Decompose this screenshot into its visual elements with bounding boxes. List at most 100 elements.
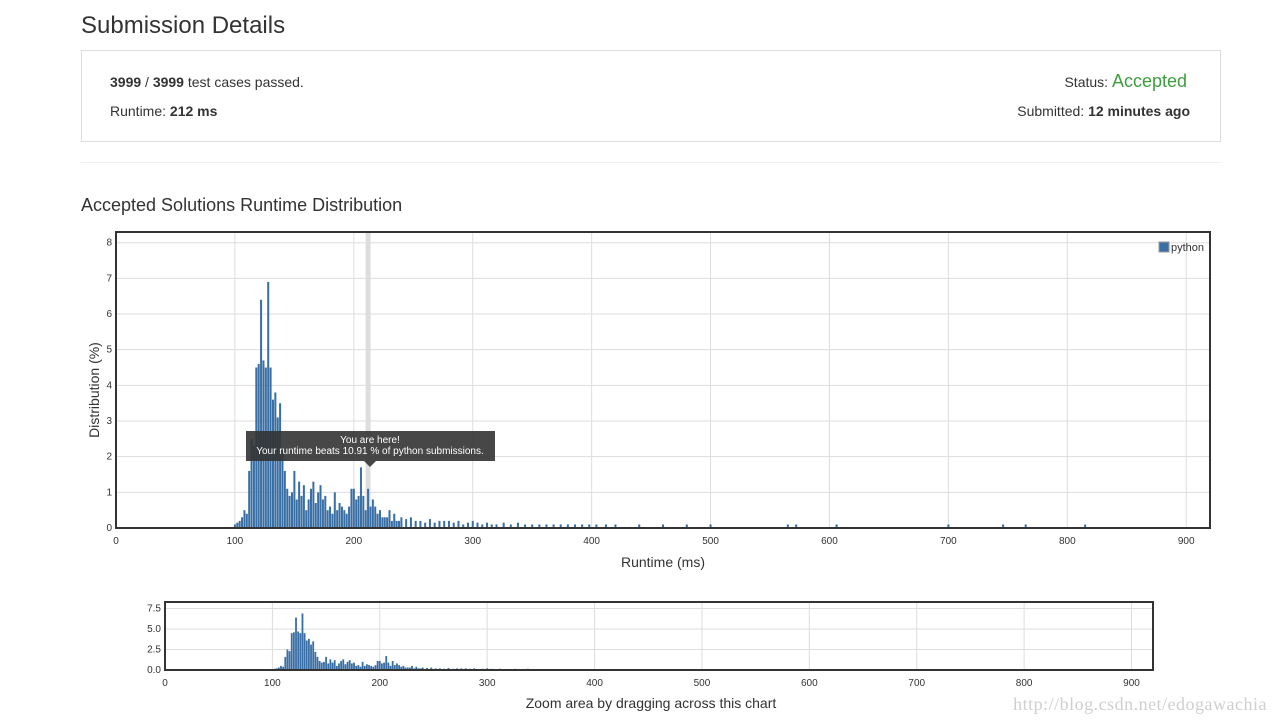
bar	[383, 517, 386, 528]
bar	[297, 631, 300, 670]
main-chart[interactable]: 0 100 200 300 400 500 600 700 800 900 0 1 2 3 4 5 6 7 8 R…	[86, 231, 1212, 570]
bar	[260, 299, 263, 528]
bar	[502, 522, 505, 528]
bar	[252, 445, 255, 528]
passed-suffix: test cases passed.	[183, 74, 304, 90]
bar	[305, 510, 308, 528]
bar	[355, 499, 358, 528]
bar	[376, 660, 379, 670]
x-tick-label: 800	[1016, 678, 1033, 689]
bar	[383, 662, 385, 670]
y-tick-label: 3	[106, 416, 112, 427]
y-tick-label: 6	[106, 309, 112, 320]
bar	[398, 520, 401, 528]
submitted-value: 12 minutes ago	[1088, 103, 1190, 119]
x-tick-label: 500	[702, 536, 719, 547]
bar	[604, 524, 607, 528]
bar	[374, 506, 377, 528]
bar	[1024, 524, 1027, 528]
bar	[284, 656, 287, 670]
bar	[310, 644, 312, 670]
zoom-chart[interactable]: 0 100 200 300 400 500 600 700 800 900 0.0 2.5 5.0 7.…	[147, 601, 1154, 711]
bar	[531, 524, 534, 528]
legend-entry-python[interactable]: python	[1171, 242, 1204, 254]
bar	[545, 524, 548, 528]
bar	[359, 467, 362, 528]
bar	[365, 664, 368, 670]
legend[interactable]: python	[1158, 241, 1204, 254]
bar	[335, 665, 338, 670]
x-tick-label: 200	[345, 536, 362, 547]
bar	[305, 640, 308, 670]
x-tick-label: 200	[371, 678, 388, 689]
tooltip-box	[246, 431, 495, 461]
x-tick-label: 300	[479, 678, 496, 689]
x-tick-label: 400	[583, 536, 600, 547]
bar	[368, 665, 370, 670]
bar	[314, 503, 317, 528]
bar	[438, 520, 441, 528]
x-tick-label: 700	[908, 678, 925, 689]
bar	[1002, 524, 1005, 528]
bar	[348, 506, 351, 528]
bar	[509, 524, 512, 528]
bar	[299, 633, 302, 670]
bar	[411, 665, 413, 670]
bar	[317, 492, 320, 528]
bar	[947, 524, 950, 528]
bar	[353, 662, 355, 670]
bar	[245, 513, 248, 528]
bar	[282, 666, 285, 670]
total-count: 3999	[152, 74, 184, 90]
main-plot-area[interactable]	[116, 232, 1210, 528]
bar	[426, 667, 428, 670]
zoom-plot-area[interactable]	[165, 602, 1153, 670]
status-accepted-link[interactable]: Accepted	[1111, 71, 1187, 91]
bar	[333, 660, 336, 670]
bar	[357, 665, 360, 670]
runtime-label: Runtime:	[110, 103, 170, 119]
bar	[614, 524, 617, 528]
bar	[300, 495, 303, 528]
tooltip-line-2: Your runtime beats 10.91 % of python sub…	[256, 446, 484, 457]
y-tick-label: 7	[106, 273, 112, 284]
bar	[795, 524, 798, 528]
bar	[342, 659, 345, 670]
bar	[286, 649, 289, 670]
bar	[414, 520, 417, 528]
section-title: Accepted Solutions Runtime Distribution	[81, 195, 403, 215]
bar	[385, 656, 388, 670]
y-tick-label: 5	[106, 345, 112, 356]
bar	[325, 656, 327, 670]
x-tick-label: 900	[1123, 678, 1140, 689]
bar	[357, 495, 360, 528]
bar	[388, 510, 391, 528]
bar	[307, 638, 310, 670]
bar	[573, 524, 577, 528]
bar	[359, 666, 362, 670]
bar	[452, 522, 455, 528]
bar	[552, 524, 555, 528]
bar	[283, 470, 286, 528]
x-tick-label: 600	[821, 536, 838, 547]
bar	[361, 661, 364, 670]
bar	[303, 633, 306, 670]
bar	[462, 524, 465, 528]
bar	[516, 522, 519, 528]
bar	[371, 499, 374, 528]
x-tick-label: 300	[464, 536, 481, 547]
bar	[271, 399, 274, 528]
bar	[406, 667, 409, 670]
bar	[395, 520, 398, 528]
bar	[350, 663, 353, 670]
bar	[409, 517, 412, 528]
bar	[319, 485, 322, 528]
bar	[267, 281, 270, 528]
main-y-axis-label: Distribution (%)	[86, 342, 102, 438]
bar	[374, 665, 377, 670]
bar	[638, 524, 641, 528]
bar	[338, 663, 340, 670]
bar	[340, 660, 343, 670]
bar	[344, 664, 347, 670]
